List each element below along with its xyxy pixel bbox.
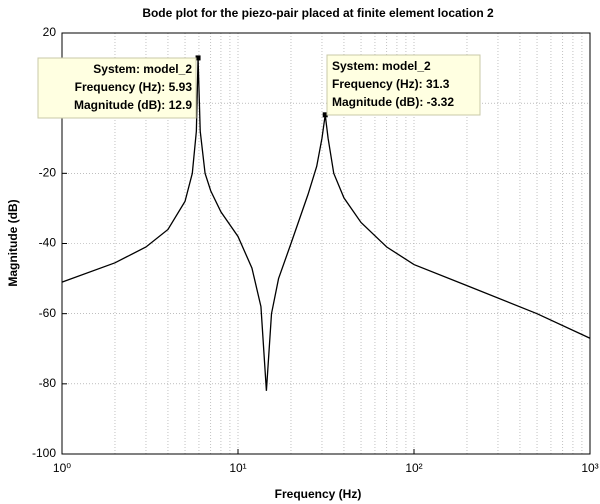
y-tick-label: -100 [32,446,56,460]
chart-title: Bode plot for the piezo-pair placed at f… [142,6,494,20]
y-tick-label: 20 [43,25,57,39]
y-tick-label: -80 [39,376,57,390]
x-axis-label: Frequency (Hz) [275,487,362,501]
line-series [61,57,591,391]
annotation-text: Magnitude (dB): -3.32 [332,95,454,109]
x-tick-label: 10⁰ [53,461,71,475]
y-tick-label: -20 [39,166,57,180]
x-tick-label: 10² [405,461,422,475]
annotation-text: System: model_2 [93,62,192,76]
plot-frame [61,32,591,455]
y-axis-label: Magnitude (dB) [6,199,20,286]
data-tip-marker [322,112,328,118]
annotation-text: Magnitude (dB): 12.9 [74,98,192,112]
y-tick-label: -60 [39,306,57,320]
annotation-box [326,54,481,116]
annotation-text: System: model_2 [332,59,431,73]
y-tick-label: -40 [39,236,57,250]
annotation-text: Frequency (Hz): 5.93 [75,80,193,94]
annotation-box [37,57,197,119]
annotation-text: Frequency (Hz): 31.3 [332,77,450,91]
data-tip-marker [195,55,201,61]
x-tick-label: 10³ [581,461,598,475]
x-tick-label: 10¹ [229,461,246,475]
